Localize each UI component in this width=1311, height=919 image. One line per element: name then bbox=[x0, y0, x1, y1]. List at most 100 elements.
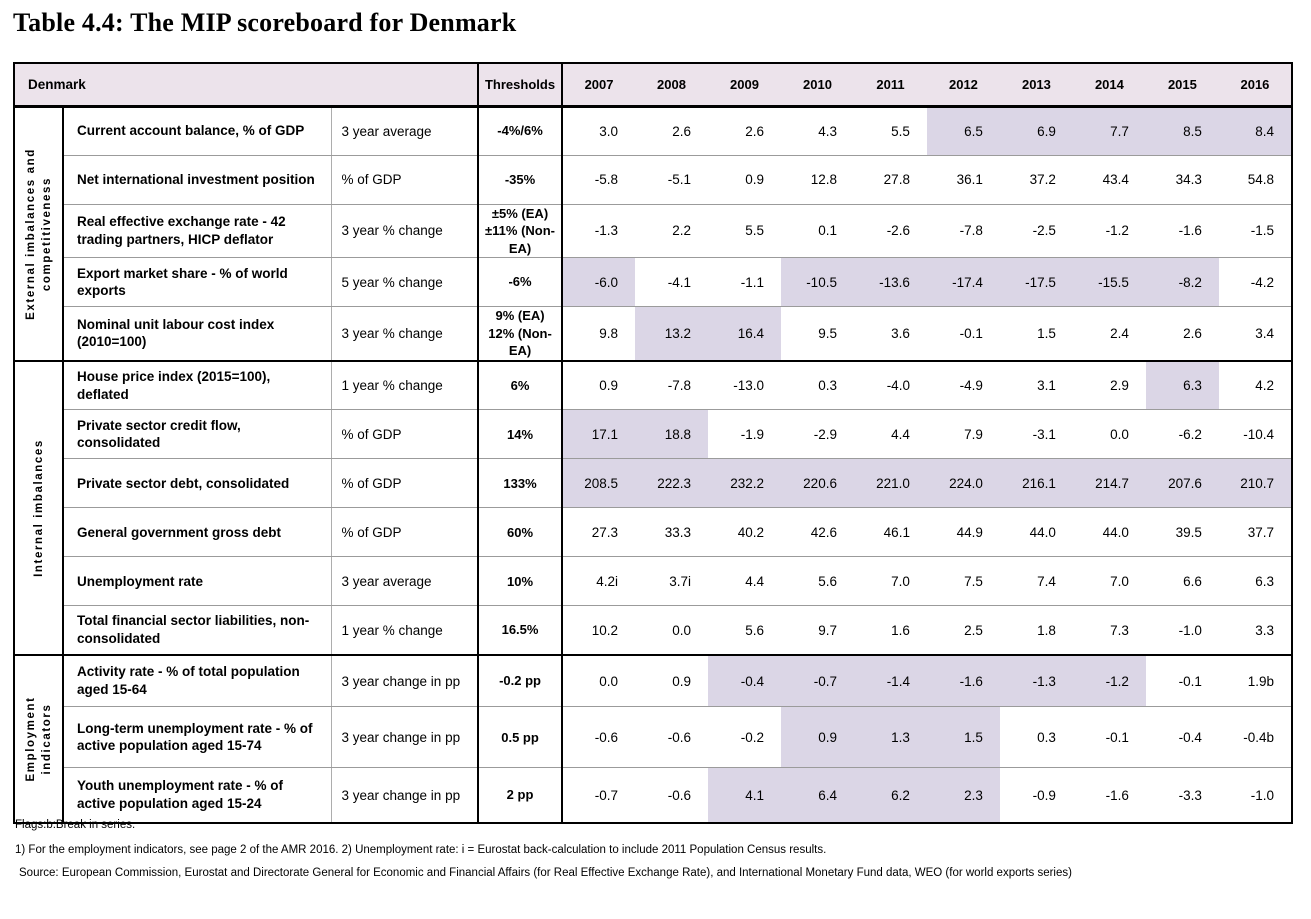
value-cell: -4.2 bbox=[1218, 257, 1292, 308]
threshold-cell: 2 pp bbox=[478, 767, 564, 824]
value-cell: 4.4 bbox=[708, 556, 781, 607]
table-row: General government gross debt% of GDP 60%… bbox=[14, 507, 1292, 558]
value-cell: 0.0 bbox=[635, 605, 708, 656]
value-cell: 5.5 bbox=[708, 204, 781, 259]
mip-scoreboard-table: Denmark Thresholds 2007 2008 2009 2010 2011 2… bbox=[13, 62, 1293, 824]
flags-note: Flags:b:Break in series. bbox=[15, 819, 136, 831]
value-cell: -0.9 bbox=[999, 767, 1073, 824]
value-cell: -6.2 bbox=[1145, 409, 1219, 460]
value-cell: -0.1 bbox=[926, 306, 1000, 362]
value-cell: -0.7 bbox=[562, 767, 636, 824]
value-cell: 4.4 bbox=[853, 409, 927, 460]
value-cell: 54.8 bbox=[1218, 155, 1292, 205]
value-cell: 9.7 bbox=[780, 605, 854, 656]
value-cell: 6.3 bbox=[1218, 556, 1292, 607]
footnotes: Flags:b:Break in series. 1) For the empl… bbox=[15, 819, 1072, 880]
unit-cell: % of GDP bbox=[331, 155, 480, 205]
threshold-cell: -35% bbox=[478, 155, 564, 205]
indicator-cell: Activity rate - % of total population ag… bbox=[63, 654, 332, 708]
value-cell: 7.9 bbox=[926, 409, 1000, 460]
value-cell: -0.2 bbox=[708, 706, 781, 769]
value-cell: 1.5 bbox=[926, 706, 1000, 769]
value-cell: 8.5 bbox=[1145, 106, 1219, 156]
value-cell: 3.7i bbox=[635, 556, 708, 607]
unit-cell: 3 year change in pp bbox=[331, 767, 480, 824]
value-cell: -1.6 bbox=[1145, 204, 1219, 259]
year-header: 2015 bbox=[1145, 63, 1219, 108]
value-cell: -2.5 bbox=[999, 204, 1073, 259]
value-cell: 7.0 bbox=[1072, 556, 1146, 607]
value-cell: -15.5 bbox=[1072, 257, 1146, 308]
value-cell: 3.0 bbox=[562, 106, 636, 156]
group-label-cell: External imbalances and competitiveness bbox=[14, 106, 64, 362]
value-cell: -4.0 bbox=[853, 360, 927, 411]
value-cell: 4.1 bbox=[708, 767, 781, 824]
value-cell: 207.6 bbox=[1145, 458, 1219, 509]
group-label: Internal imbalances bbox=[32, 438, 45, 577]
value-cell: 224.0 bbox=[926, 458, 1000, 509]
value-cell: -17.4 bbox=[926, 257, 1000, 308]
table-row: Internal imbalances House price index (20… bbox=[14, 360, 1292, 656]
value-cell: 2.6 bbox=[635, 106, 708, 156]
threshold-cell: 16.5% bbox=[478, 605, 564, 656]
value-cell: -1.2 bbox=[1072, 204, 1146, 259]
value-cell: 36.1 bbox=[926, 155, 1000, 205]
value-cell: 0.3 bbox=[780, 360, 854, 411]
indicator-cell: Total financial sector liabilities, non-… bbox=[63, 605, 332, 656]
value-cell: -13.6 bbox=[853, 257, 927, 308]
value-cell: -1.9 bbox=[708, 409, 781, 460]
value-cell: 7.4 bbox=[999, 556, 1073, 607]
value-cell: -2.6 bbox=[853, 204, 927, 259]
value-cell: 1.6 bbox=[853, 605, 927, 656]
value-cell: 2.9 bbox=[1072, 360, 1146, 411]
value-cell: -0.7 bbox=[780, 654, 854, 708]
value-cell: 2.2 bbox=[635, 204, 708, 259]
value-cell: -7.8 bbox=[635, 360, 708, 411]
value-cell: 2.4 bbox=[1072, 306, 1146, 362]
indicator-cell: Net international investment position bbox=[63, 155, 332, 205]
value-cell: 37.2 bbox=[999, 155, 1073, 205]
value-cell: -4.9 bbox=[926, 360, 1000, 411]
value-cell: -2.9 bbox=[780, 409, 854, 460]
value-cell: 3.3 bbox=[1218, 605, 1292, 656]
threshold-cell: -4%/6% bbox=[478, 106, 564, 156]
value-cell: 37.7 bbox=[1218, 507, 1292, 558]
unit-cell: 1 year % change bbox=[331, 360, 480, 411]
unit-cell: 5 year % change bbox=[331, 257, 480, 308]
indicator-cell: Current account balance, % of GDP bbox=[63, 106, 332, 156]
threshold-cell: 14% bbox=[478, 409, 564, 460]
value-cell: 44.0 bbox=[999, 507, 1073, 558]
value-cell: 220.6 bbox=[780, 458, 854, 509]
table-row: Private sector credit flow, consolidated… bbox=[14, 409, 1292, 460]
unit-cell: 3 year % change bbox=[331, 306, 480, 362]
table-row: Employment indicators Activity rate - % o… bbox=[14, 654, 1292, 824]
source-note: Source: European Commission, Eurostat an… bbox=[19, 866, 1072, 879]
indicator-cell: Private sector debt, consolidated bbox=[63, 458, 332, 509]
value-cell: 7.7 bbox=[1072, 106, 1146, 156]
value-cell: 210.7 bbox=[1218, 458, 1292, 509]
value-cell: 2.6 bbox=[1145, 306, 1219, 362]
value-cell: -17.5 bbox=[999, 257, 1073, 308]
indicator-cell: Unemployment rate bbox=[63, 556, 332, 607]
value-cell: 16.4 bbox=[708, 306, 781, 362]
indicator-cell: Long-term unemployment rate - % of activ… bbox=[63, 706, 332, 769]
value-cell: 222.3 bbox=[635, 458, 708, 509]
year-header: 2014 bbox=[1072, 63, 1146, 108]
value-cell: 6.6 bbox=[1145, 556, 1219, 607]
value-cell: 6.4 bbox=[780, 767, 854, 824]
value-cell: 3.6 bbox=[853, 306, 927, 362]
value-cell: 4.2i bbox=[562, 556, 636, 607]
value-cell: 8.4 bbox=[1218, 106, 1292, 156]
value-cell: 0.1 bbox=[780, 204, 854, 259]
thresholds-header: Thresholds bbox=[478, 63, 564, 108]
value-cell: 232.2 bbox=[708, 458, 781, 509]
value-cell: 221.0 bbox=[853, 458, 927, 509]
threshold-cell: 6% bbox=[478, 360, 564, 411]
year-header: 2007 bbox=[562, 63, 636, 108]
unit-cell: % of GDP bbox=[331, 507, 480, 558]
threshold-cell: ±5% (EA) ±11% (Non-EA) bbox=[478, 204, 564, 259]
table-row: Youth unemployment rate - % of active po… bbox=[14, 767, 1292, 824]
value-cell: -13.0 bbox=[708, 360, 781, 411]
value-cell: -4.1 bbox=[635, 257, 708, 308]
table-row: Net international investment position% o… bbox=[14, 155, 1292, 205]
